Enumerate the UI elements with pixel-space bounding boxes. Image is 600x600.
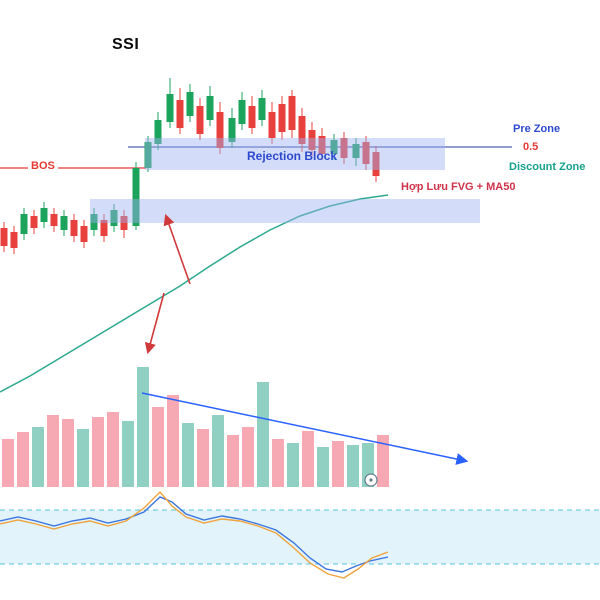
- ma50-curve: [0, 194, 389, 393]
- fvg-ma50-zone: [90, 199, 480, 223]
- candle-body: [238, 100, 246, 124]
- volume-bar: [242, 427, 254, 487]
- candle-body: [154, 120, 162, 144]
- candle-body: [90, 214, 98, 230]
- candle-body: [258, 98, 266, 120]
- bos-label: BOS: [28, 160, 58, 172]
- ticker-symbol: SSI: [112, 36, 140, 53]
- candle-body: [372, 152, 380, 176]
- candle-body: [100, 220, 108, 236]
- fib-0-5-label: 0.5: [523, 141, 539, 153]
- candle-body: [166, 94, 174, 122]
- candle-body: [318, 136, 326, 154]
- annotation-arrow: [144, 292, 165, 355]
- candle-body: [362, 142, 370, 164]
- candle-body: [308, 130, 316, 150]
- candle-body: [50, 214, 58, 226]
- oscillator-slow-line: [0, 490, 389, 579]
- volume-bar: [197, 429, 209, 487]
- volume-bar: [212, 415, 224, 487]
- candle-body: [40, 208, 48, 222]
- candle-body: [60, 216, 68, 230]
- candle-body: [206, 96, 214, 120]
- volume-bar: [377, 435, 389, 487]
- candle-body: [132, 168, 140, 226]
- volume-bar: [287, 443, 299, 487]
- volume-bar: [347, 445, 359, 487]
- candle-body: [0, 228, 8, 246]
- volume-bar: [62, 419, 74, 487]
- volume-bar: [92, 417, 104, 487]
- candle-body: [330, 140, 338, 154]
- volume-bar: [257, 382, 269, 487]
- oscillator-fast-line: [0, 496, 389, 573]
- volume-trendline: [141, 392, 469, 465]
- volume-bar: [32, 427, 44, 487]
- volume-bar: [122, 421, 134, 487]
- rejection-block-zone: [145, 138, 445, 170]
- candle-body: [30, 216, 38, 228]
- fvg-ma50-label: Hợp Lưu FVG + MA50: [401, 181, 516, 193]
- candle-body: [196, 106, 204, 134]
- volume-bar: [17, 432, 29, 487]
- candle-body: [228, 118, 236, 142]
- volume-bar: [137, 367, 149, 487]
- candle-body: [340, 138, 348, 158]
- volume-bar: [107, 412, 119, 487]
- candle-body: [186, 92, 194, 116]
- candle-body: [144, 142, 152, 168]
- pre-zone-label: Pre Zone: [513, 123, 561, 135]
- annotation-arrow: [163, 213, 191, 285]
- candle-body: [10, 232, 18, 248]
- candle-body: [120, 216, 128, 230]
- candle-body: [352, 144, 360, 158]
- candle-body: [20, 214, 28, 234]
- oscillator-band: [0, 510, 600, 564]
- candle-body: [216, 112, 224, 148]
- volume-bar: [332, 441, 344, 487]
- volume-bar: [47, 415, 59, 487]
- candle-body: [80, 226, 88, 242]
- candle-body: [248, 106, 256, 128]
- volume-bar: [302, 431, 314, 487]
- candle-body: [268, 112, 276, 138]
- volume-bar: [272, 439, 284, 487]
- volume-bar: [227, 435, 239, 487]
- candle-body: [288, 96, 296, 130]
- volume-bar: [182, 423, 194, 487]
- volume-bar: [152, 407, 164, 487]
- candle-body: [70, 220, 78, 236]
- volume-bar: [167, 395, 179, 487]
- candle-body: [298, 116, 306, 144]
- candle-body: [278, 104, 286, 132]
- volume-bar: [317, 447, 329, 487]
- discount-zone-label: Discount Zone: [509, 161, 586, 173]
- candle-body: [176, 100, 184, 128]
- event-marker-dot: [369, 478, 373, 482]
- volume-bar: [77, 429, 89, 487]
- volume-bar: [2, 439, 14, 487]
- candle-body: [110, 210, 118, 226]
- rejection-block-label: Rejection Block: [247, 149, 338, 163]
